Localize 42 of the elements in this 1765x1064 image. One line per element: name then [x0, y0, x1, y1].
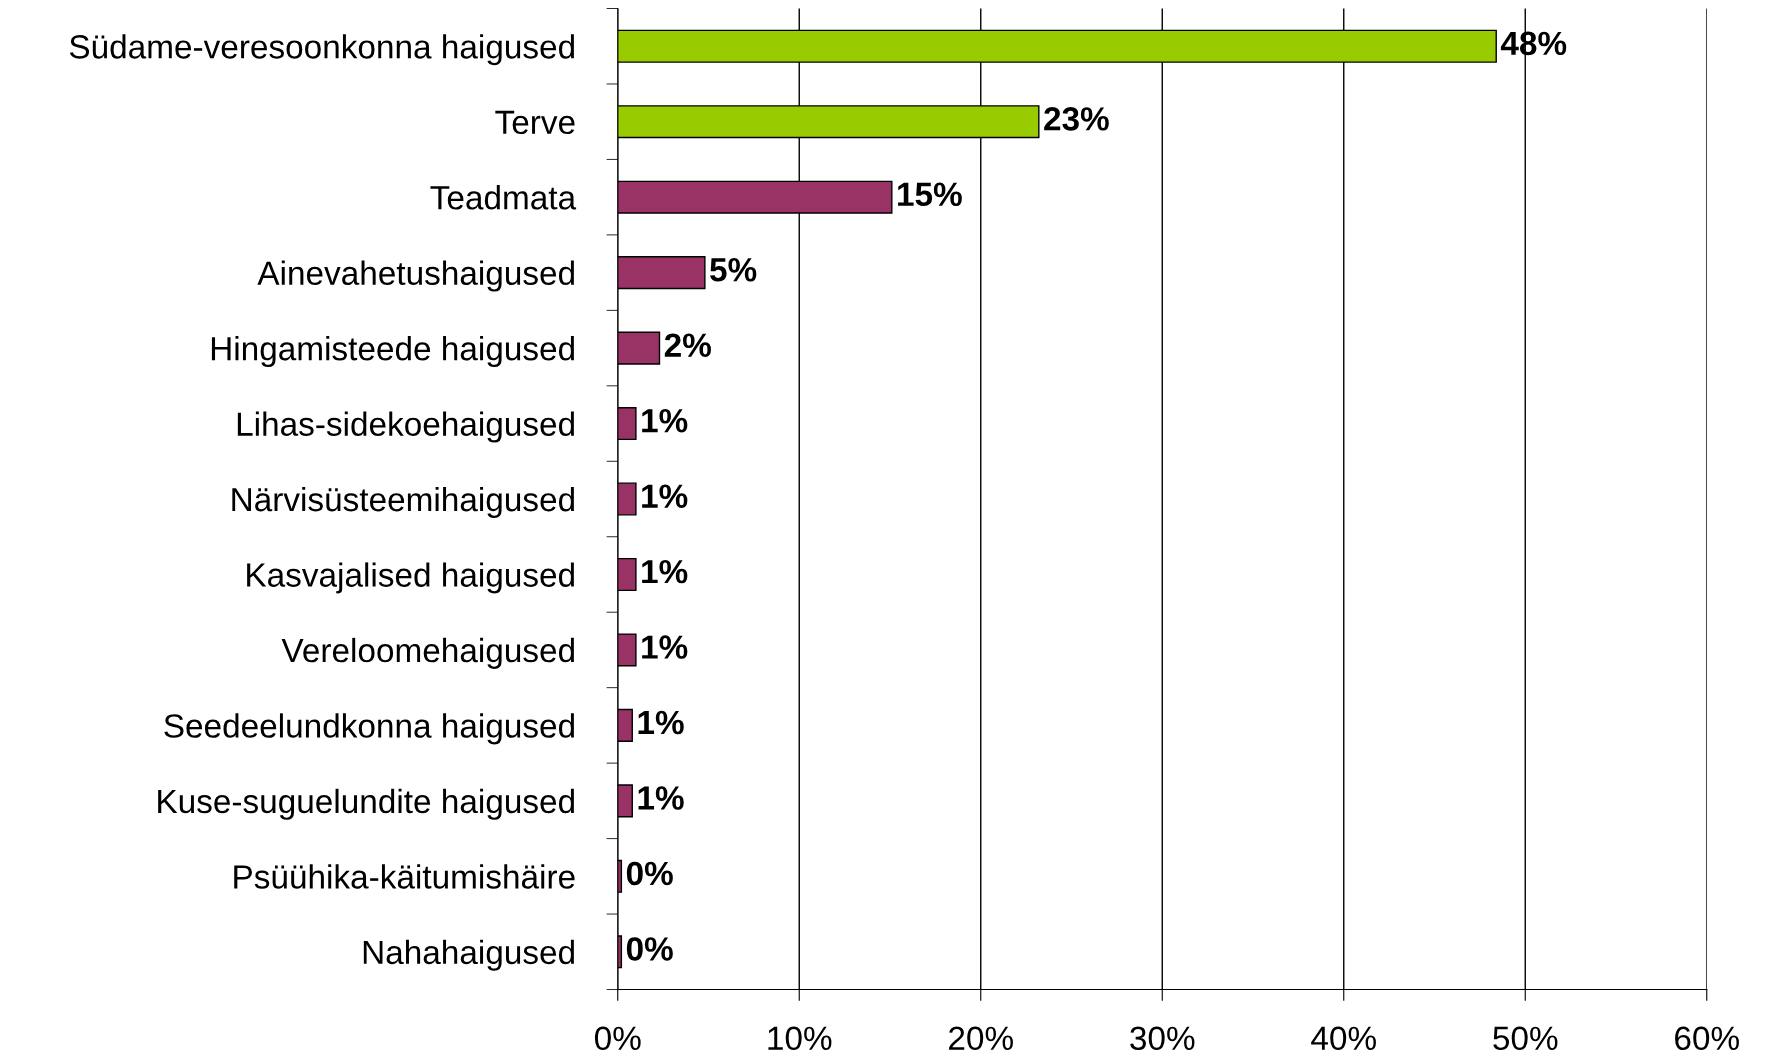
y-tick-label: Vereloomehaigused [281, 637, 574, 669]
x-tick-label: 30% [1130, 1026, 1195, 1051]
data-label: 1% [642, 635, 688, 659]
y-tick-label: Kasvajalised haigused [247, 562, 574, 594]
bar [617, 331, 661, 365]
bar [617, 256, 706, 290]
data-label: 5% [710, 258, 757, 282]
y-tick-label: Ainevahetushaigused [257, 260, 574, 292]
x-tick-label: 50% [1493, 1026, 1558, 1051]
y-tick-label: Teadmata [430, 185, 577, 210]
bar [617, 407, 637, 441]
data-label: 1% [642, 484, 688, 508]
data-label: 1% [642, 559, 688, 584]
y-tick-label: Lihas-sidekoehaigused [237, 411, 574, 443]
y-tick-label: Kuse-suguelundite haigused [158, 788, 574, 820]
data-label: 0% [626, 937, 673, 961]
bar [617, 482, 637, 516]
data-label: 0% [626, 861, 673, 886]
data-label: 2% [664, 333, 711, 357]
bar [617, 633, 637, 667]
y-tick-label: Nahahaigused [363, 939, 574, 971]
x-tick-label: 20% [949, 1026, 1013, 1051]
bar [617, 784, 633, 818]
x-tick-label: 40% [1311, 1026, 1376, 1051]
data-label: 1% [642, 408, 688, 433]
y-tick-label: Hingamisteede haigused [211, 336, 574, 368]
bar [617, 859, 623, 893]
y-tick-label: Närvisüsteemihaigused [232, 486, 574, 519]
y-tick-label: Terve [495, 110, 575, 135]
y-tick-label: Südame-veresoonkonna haigused [69, 34, 574, 66]
data-label: 15% [898, 182, 962, 207]
x-tick-label: 0% [594, 1026, 641, 1051]
data-label: 23% [1044, 107, 1109, 131]
bar [617, 708, 633, 742]
x-tick-label: 10% [768, 1026, 832, 1051]
x-tick-label: 60% [1675, 1026, 1739, 1051]
y-tick-label: Seedeelundkonna haigused [164, 713, 574, 745]
bar [617, 557, 637, 592]
y-tick-label: Psüühika-käitumishäire [234, 864, 575, 889]
data-label: 1% [638, 786, 684, 810]
data-label: 1% [638, 710, 684, 735]
bar [617, 935, 623, 969]
